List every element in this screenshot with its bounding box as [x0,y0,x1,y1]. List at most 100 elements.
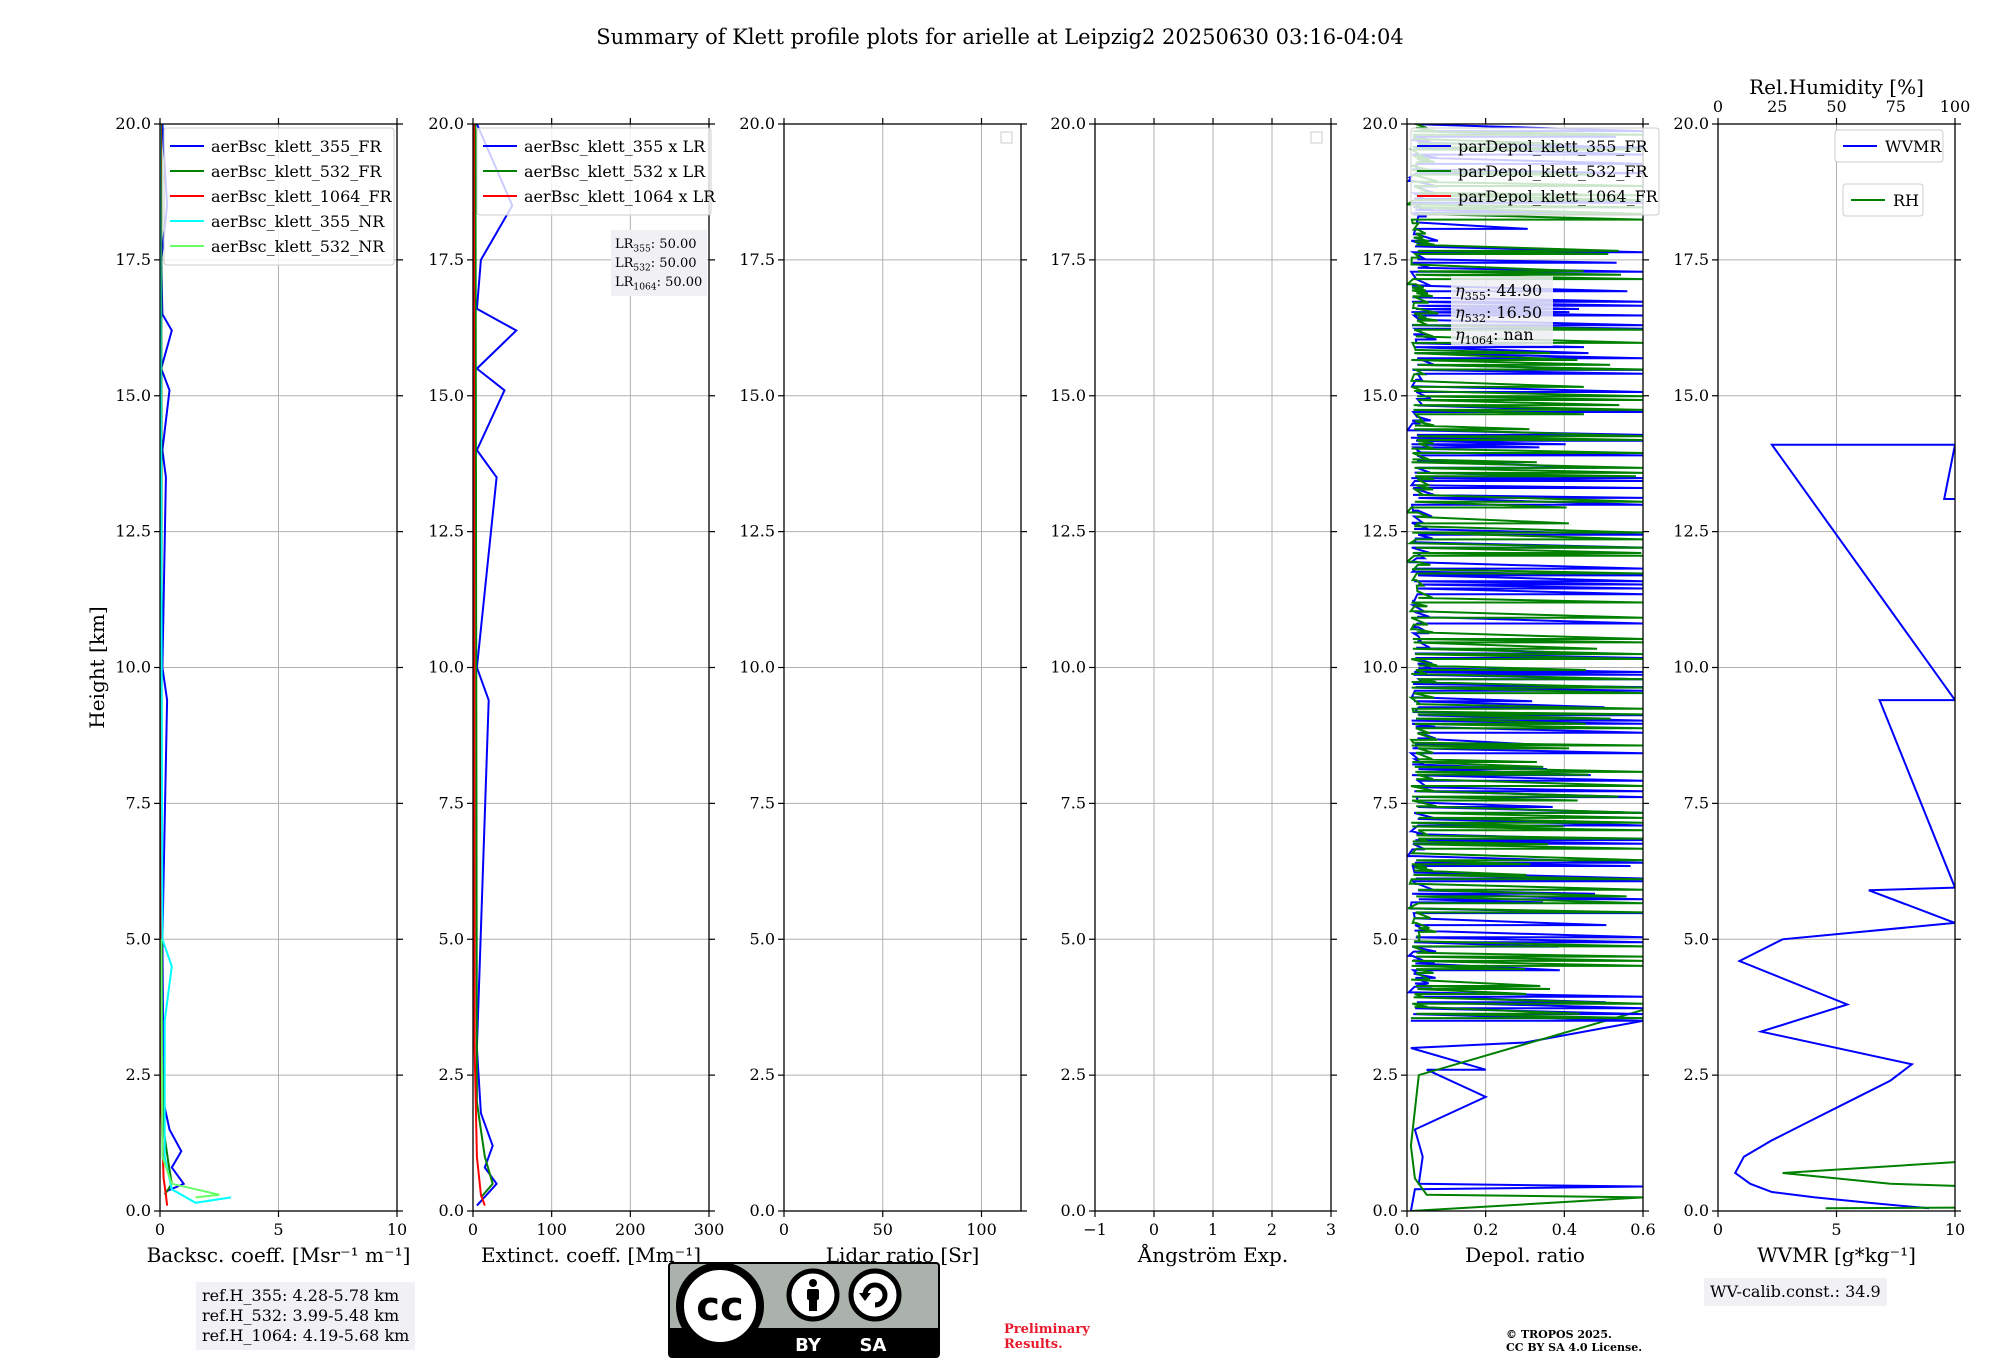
ref-height-355: ref.H_355: 4.28-5.78 km [202,1286,400,1305]
legend-label: parDepol_klett_1064_FR [1458,187,1659,206]
series-group [1733,443,1955,1210]
x-tick-label: 0.2 [1473,1220,1498,1239]
annotation-text: LR355: 50.00 [615,237,697,254]
annotation-box [1451,276,1553,346]
y-tick-label: 17.5 [428,250,464,269]
x-tick-label: 100 [966,1220,997,1239]
annotation-box [611,230,707,296]
y-tick-label: 12.5 [1050,522,1086,541]
figure-title: Summary of Klett profile plots for ariel… [596,25,1403,49]
series-group [1407,124,1643,1211]
ref-height-532: ref.H_532: 3.99-5.48 km [202,1306,400,1325]
panel-wv: 0.02.55.07.510.012.515.017.520.00 5 100 25 5… [1673,75,1971,1267]
series-line-parDepol_klett_532_FR [1409,1008,1643,1211]
x-tick-label: 0.6 [1630,1220,1655,1239]
y-tick-label: 12.5 [739,522,775,541]
y-tick-label: 15.0 [1362,386,1398,405]
y-tick-label: 5.0 [439,929,464,948]
by-label: BY [795,1335,822,1356]
x-tick-label: 10 [1945,1220,1965,1239]
legend-box [1410,127,1660,216]
y-tick-label: 20.0 [115,114,151,133]
axes-frame [1094,123,1332,1212]
by-person-icon [807,1279,819,1311]
x-top-tick-label: 100 [1940,97,1971,116]
y-tick-label: 15.0 [428,386,464,405]
y-tick-label: 10.0 [739,658,775,677]
panel-lr: 0.02.55.07.510.012.515.017.520.00 50 100Li… [739,114,1027,1267]
y-tick-label: 17.5 [1050,250,1086,269]
y-tick-label: 0.0 [1061,1201,1086,1220]
x-axis-label: Ångström Exp. [1137,1242,1288,1267]
y-tick-label: 2.5 [1373,1065,1398,1084]
y-tick-label: 15.0 [1050,386,1086,405]
x-tick-label: 0 [779,1220,789,1239]
x-tick-label: 0 [155,1220,165,1239]
y-tick-label: 17.5 [1673,250,1709,269]
x-axis-label: Backsc. coeff. [Msr⁻¹ m⁻¹] [147,1243,411,1267]
y-tick-label: 20.0 [739,114,775,133]
x-tick-label: 0 [1713,1220,1723,1239]
y-tick-label: 2.5 [126,1065,151,1084]
annotation-text: η532: 16.50 [1455,303,1542,325]
series-line-aerBsc_klett_1064 x LR [473,124,486,1206]
y-tick-label: 2.5 [1684,1065,1709,1084]
series-line-aerBsc_klett_532 x LR [474,124,494,1199]
preliminary-line-2: Results. [1004,1337,1063,1352]
legend-label: aerBsc_klett_532_FR [211,162,382,181]
y-tick-label: 15.0 [739,386,775,405]
y-tick-label: 7.5 [1684,793,1709,812]
x-tick-label: 0 [468,1220,478,1239]
legend-box [476,127,712,216]
x-axis-label: Depol. ratio [1465,1243,1585,1267]
copyright-line-1: © TROPOS 2025. [1506,1328,1612,1341]
y-tick-label: 20.0 [1050,114,1086,133]
preliminary-note: Preliminary Results. [1004,1322,1090,1352]
cc-by-sa-logo: cc BY SA [668,1262,940,1358]
x-top-tick-label: 0 [1713,97,1723,116]
legend-label: aerBsc_klett_1064_FR [211,187,393,206]
x-tick-label: 0 [1149,1220,1159,1239]
y-tick-label: 20.0 [1362,114,1398,133]
series-line-RH [1782,1161,1955,1210]
sa-label: SA [860,1335,887,1356]
preliminary-line-1: Preliminary [1004,1322,1090,1337]
series-line-aerBsc_klett_532_NR [160,939,220,1199]
y-tick-label: 12.5 [115,522,151,541]
x-tick-label: 0.4 [1552,1220,1577,1239]
y-tick-label: 10.0 [1673,658,1709,677]
series-group [473,124,518,1207]
cc-icon: cc [696,1284,743,1330]
legend-label: WVMR [1885,137,1942,156]
x-axis-label: Extinct. coeff. [Mm⁻¹] [481,1243,701,1267]
legend-label: parDepol_klett_355_FR [1458,137,1649,156]
panel-bsc: 0.0 2.5 5.0 7.5 10.0 12.5 15.0 17.5 20.0 0 5 10 Back… [85,114,410,1267]
x-tick-label: 200 [615,1220,646,1239]
x-tick-label: 2 [1267,1220,1277,1239]
y-tick-label: 7.5 [439,793,464,812]
y-tick-label: 2.5 [439,1065,464,1084]
y-axis-label: Height [km] [85,606,109,728]
legend-label: aerBsc_klett_355_FR [211,137,382,156]
axes-frame [1717,123,1956,1212]
copyright-note: © TROPOS 2025. CC BY SA 4.0 License. [1506,1328,1642,1354]
x-top-tick-label: 75 [1886,97,1906,116]
y-tick-label: 2.5 [1061,1065,1086,1084]
y-tick-label: 12.5 [428,522,464,541]
panel-ext: 0.0 2.5 5.0 7.5 10.0 12.5 15.0 17.5 20.0 0 100 200 3… [428,114,724,1267]
series-noise-g532 [1407,124,1643,1020]
axes-frame [783,123,1022,1212]
y-tick-label: 0.0 [1684,1201,1709,1220]
y-tick-label: 15.0 [1673,386,1709,405]
y-tick-label: 5.0 [750,929,775,948]
x-tick-label: 300 [694,1220,725,1239]
legend-label: aerBsc_klett_532_NR [211,237,385,256]
y-tick-label: 17.5 [115,250,151,269]
x-tick-label: 3 [1326,1220,1336,1239]
y-tick-label: 12.5 [1673,522,1709,541]
y-tick-label: 7.5 [126,793,151,812]
empty-legend-box [1310,131,1323,144]
series-line-parDepol_klett_355_FR [1409,1019,1643,1211]
legend-label: aerBsc_klett_1064 x LR [524,187,716,206]
